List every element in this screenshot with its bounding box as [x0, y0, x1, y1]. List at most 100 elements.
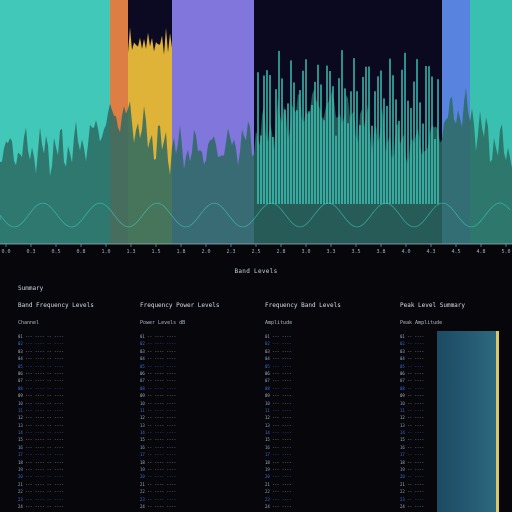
- table-row: 12 -- ----: [400, 415, 425, 421]
- wave-line: [0, 202, 511, 228]
- table-row: 14 --- ----: [265, 430, 292, 436]
- table-row: 24 -- ----: [400, 503, 425, 509]
- table-row: 24 --- ----: [265, 503, 292, 509]
- column-1-subtitle: Channel: [18, 320, 40, 326]
- table-row: 16 --- ---- -- ----: [18, 444, 64, 450]
- table-row: 22 -- ---- ----: [140, 489, 177, 495]
- column-4-subtitle: Peak Amplitude: [400, 320, 443, 326]
- table-row: 18 --- ---- -- ----: [18, 459, 64, 465]
- x-tick-label: 3.3: [326, 249, 335, 255]
- column-4-title: Peak Level Summary: [400, 302, 466, 309]
- band-top-edge: [128, 0, 172, 55]
- x-tick-label: 1.5: [151, 249, 160, 255]
- table-row: 02 -- ---- ----: [140, 341, 177, 347]
- x-tick-label: 3.5: [351, 249, 360, 255]
- table-row: 06 --- ----: [265, 370, 292, 376]
- table-row: 05 --- ---- -- ----: [18, 363, 64, 369]
- table-row: 24 --- ---- -- ----: [18, 503, 64, 509]
- table-row: 12 --- ----: [265, 415, 292, 421]
- table-row: 15 --- ---- -- ----: [18, 437, 64, 443]
- table-row: 03 --- ---- -- ----: [18, 348, 64, 354]
- table-row: 13 -- ----: [400, 422, 425, 428]
- table-row: 07 -- ----: [400, 378, 425, 384]
- level-meter-edge: [496, 331, 499, 512]
- x-tick-label: 2.3: [226, 249, 235, 255]
- table-row: 21 -- ---- ----: [140, 481, 177, 487]
- table-row: 11 -- ----: [400, 407, 425, 413]
- table-row: 20 -- ----: [400, 474, 425, 480]
- x-tick-label: 4.3: [426, 249, 435, 255]
- column-3-subtitle: Amplitude: [265, 320, 293, 326]
- x-tick-label: 1.0: [101, 249, 110, 255]
- table-row: 17 --- ----: [265, 452, 292, 458]
- table-row: 21 -- ----: [400, 481, 425, 487]
- column-2-rows: 01 -- ---- ---- 02 -- ---- ---- 03 -- ----…: [140, 333, 219, 510]
- table-row: 23 -- ----: [400, 496, 425, 502]
- level-meter-bar: [437, 331, 497, 512]
- x-tick-label: 4.8: [476, 249, 485, 255]
- x-tick-label: 2.0: [201, 249, 210, 255]
- table-row: 11 -- ---- ----: [140, 407, 177, 413]
- x-tick-label: 0.0: [1, 249, 10, 255]
- column-3-rows: 01 --- ---- 02 --- ---- 03 --- ---- 04 --- …: [265, 333, 341, 510]
- table-row: 17 -- ---- ----: [140, 452, 177, 458]
- table-row: 22 -- ----: [400, 489, 425, 495]
- table-row: 04 -- ----: [400, 356, 425, 362]
- x-tick-label: 3.8: [376, 249, 385, 255]
- table-row: 08 --- ----: [265, 385, 292, 391]
- table-row: 08 -- ----: [400, 385, 425, 391]
- table-row: 22 --- ----: [265, 489, 292, 495]
- table-row: 11 --- ---- -- ----: [18, 407, 64, 413]
- table-row: 07 --- ---- -- ----: [18, 378, 64, 384]
- table-row: 13 --- ---- -- ----: [18, 422, 64, 428]
- table-row: 18 -- ----: [400, 459, 425, 465]
- table-row: 19 -- ----: [400, 467, 425, 473]
- table-row: 24 -- ---- ----: [140, 503, 177, 509]
- table-row: 09 -- ----: [400, 393, 425, 399]
- table-row: 21 --- ----: [265, 481, 292, 487]
- table-row: 06 -- ---- ----: [140, 370, 177, 376]
- column-1: Band Frequency Levels Channel 01 --- ---…: [18, 302, 94, 510]
- table-row: 03 -- ----: [400, 348, 425, 354]
- table-row: 13 -- ---- ----: [140, 422, 177, 428]
- table-row: 14 --- ---- -- ----: [18, 430, 64, 436]
- table-row: 23 --- ---- -- ----: [18, 496, 64, 502]
- table-row: 01 --- ----: [265, 334, 292, 339]
- table-row: 09 -- ---- ----: [140, 393, 177, 399]
- x-tick-label: 2.5: [251, 249, 260, 255]
- x-tick-label: 4.5: [451, 249, 460, 255]
- panel-title: Band Levels: [234, 268, 278, 275]
- table-row: 02 --- ----: [265, 341, 292, 347]
- table-row: 05 -- ---- ----: [140, 363, 177, 369]
- table-row: 01 -- ---- ----: [140, 334, 177, 339]
- x-tick-label: 1.8: [176, 249, 185, 255]
- x-tick-label: 0.3: [26, 249, 35, 255]
- column-4-rows: 01 -- ---- 02 -- ---- 03 -- ---- 04 -- ----…: [400, 333, 465, 510]
- table-row: 17 -- ----: [400, 452, 425, 458]
- table-row: 07 -- ---- ----: [140, 378, 177, 384]
- x-tick-label: 5.0: [501, 249, 510, 255]
- table-row: 15 -- ----: [400, 437, 425, 443]
- table-row: 13 --- ----: [265, 422, 292, 428]
- table-row: 09 --- ---- -- ----: [18, 393, 64, 399]
- table-row: 16 -- ---- ----: [140, 444, 177, 450]
- x-tick-label: 2.8: [276, 249, 285, 255]
- column-1-title: Band Frequency Levels: [18, 302, 94, 309]
- table-row: 04 --- ----: [265, 356, 292, 362]
- table-row: 19 --- ---- -- ----: [18, 467, 64, 473]
- table-row: 23 --- ----: [265, 496, 292, 502]
- table-row: 10 --- ----: [265, 400, 292, 406]
- table-row: 15 --- ----: [265, 437, 292, 443]
- table-row: 12 -- ---- ----: [140, 415, 177, 421]
- table-row: 21 --- ---- -- ----: [18, 481, 64, 487]
- table-row: 17 --- ---- -- ----: [18, 452, 64, 458]
- table-row: 02 --- ---- -- ----: [18, 341, 64, 347]
- table-row: 19 --- ----: [265, 467, 292, 473]
- table-row: 10 -- ----: [400, 400, 425, 406]
- x-tick-label: 0.8: [76, 249, 85, 255]
- table-row: 04 -- ---- ----: [140, 356, 177, 362]
- table-row: 14 -- ----: [400, 430, 425, 436]
- spectrum-visualizer: 0.0 0.3 0.5 0.8 1.0 1.3 1.5 1.8 2.0 2.3 2.5 2.8 3.0 3…: [0, 0, 512, 255]
- table-row: 10 -- ---- ----: [140, 400, 177, 406]
- table-row: 10 --- ---- -- ----: [18, 400, 64, 406]
